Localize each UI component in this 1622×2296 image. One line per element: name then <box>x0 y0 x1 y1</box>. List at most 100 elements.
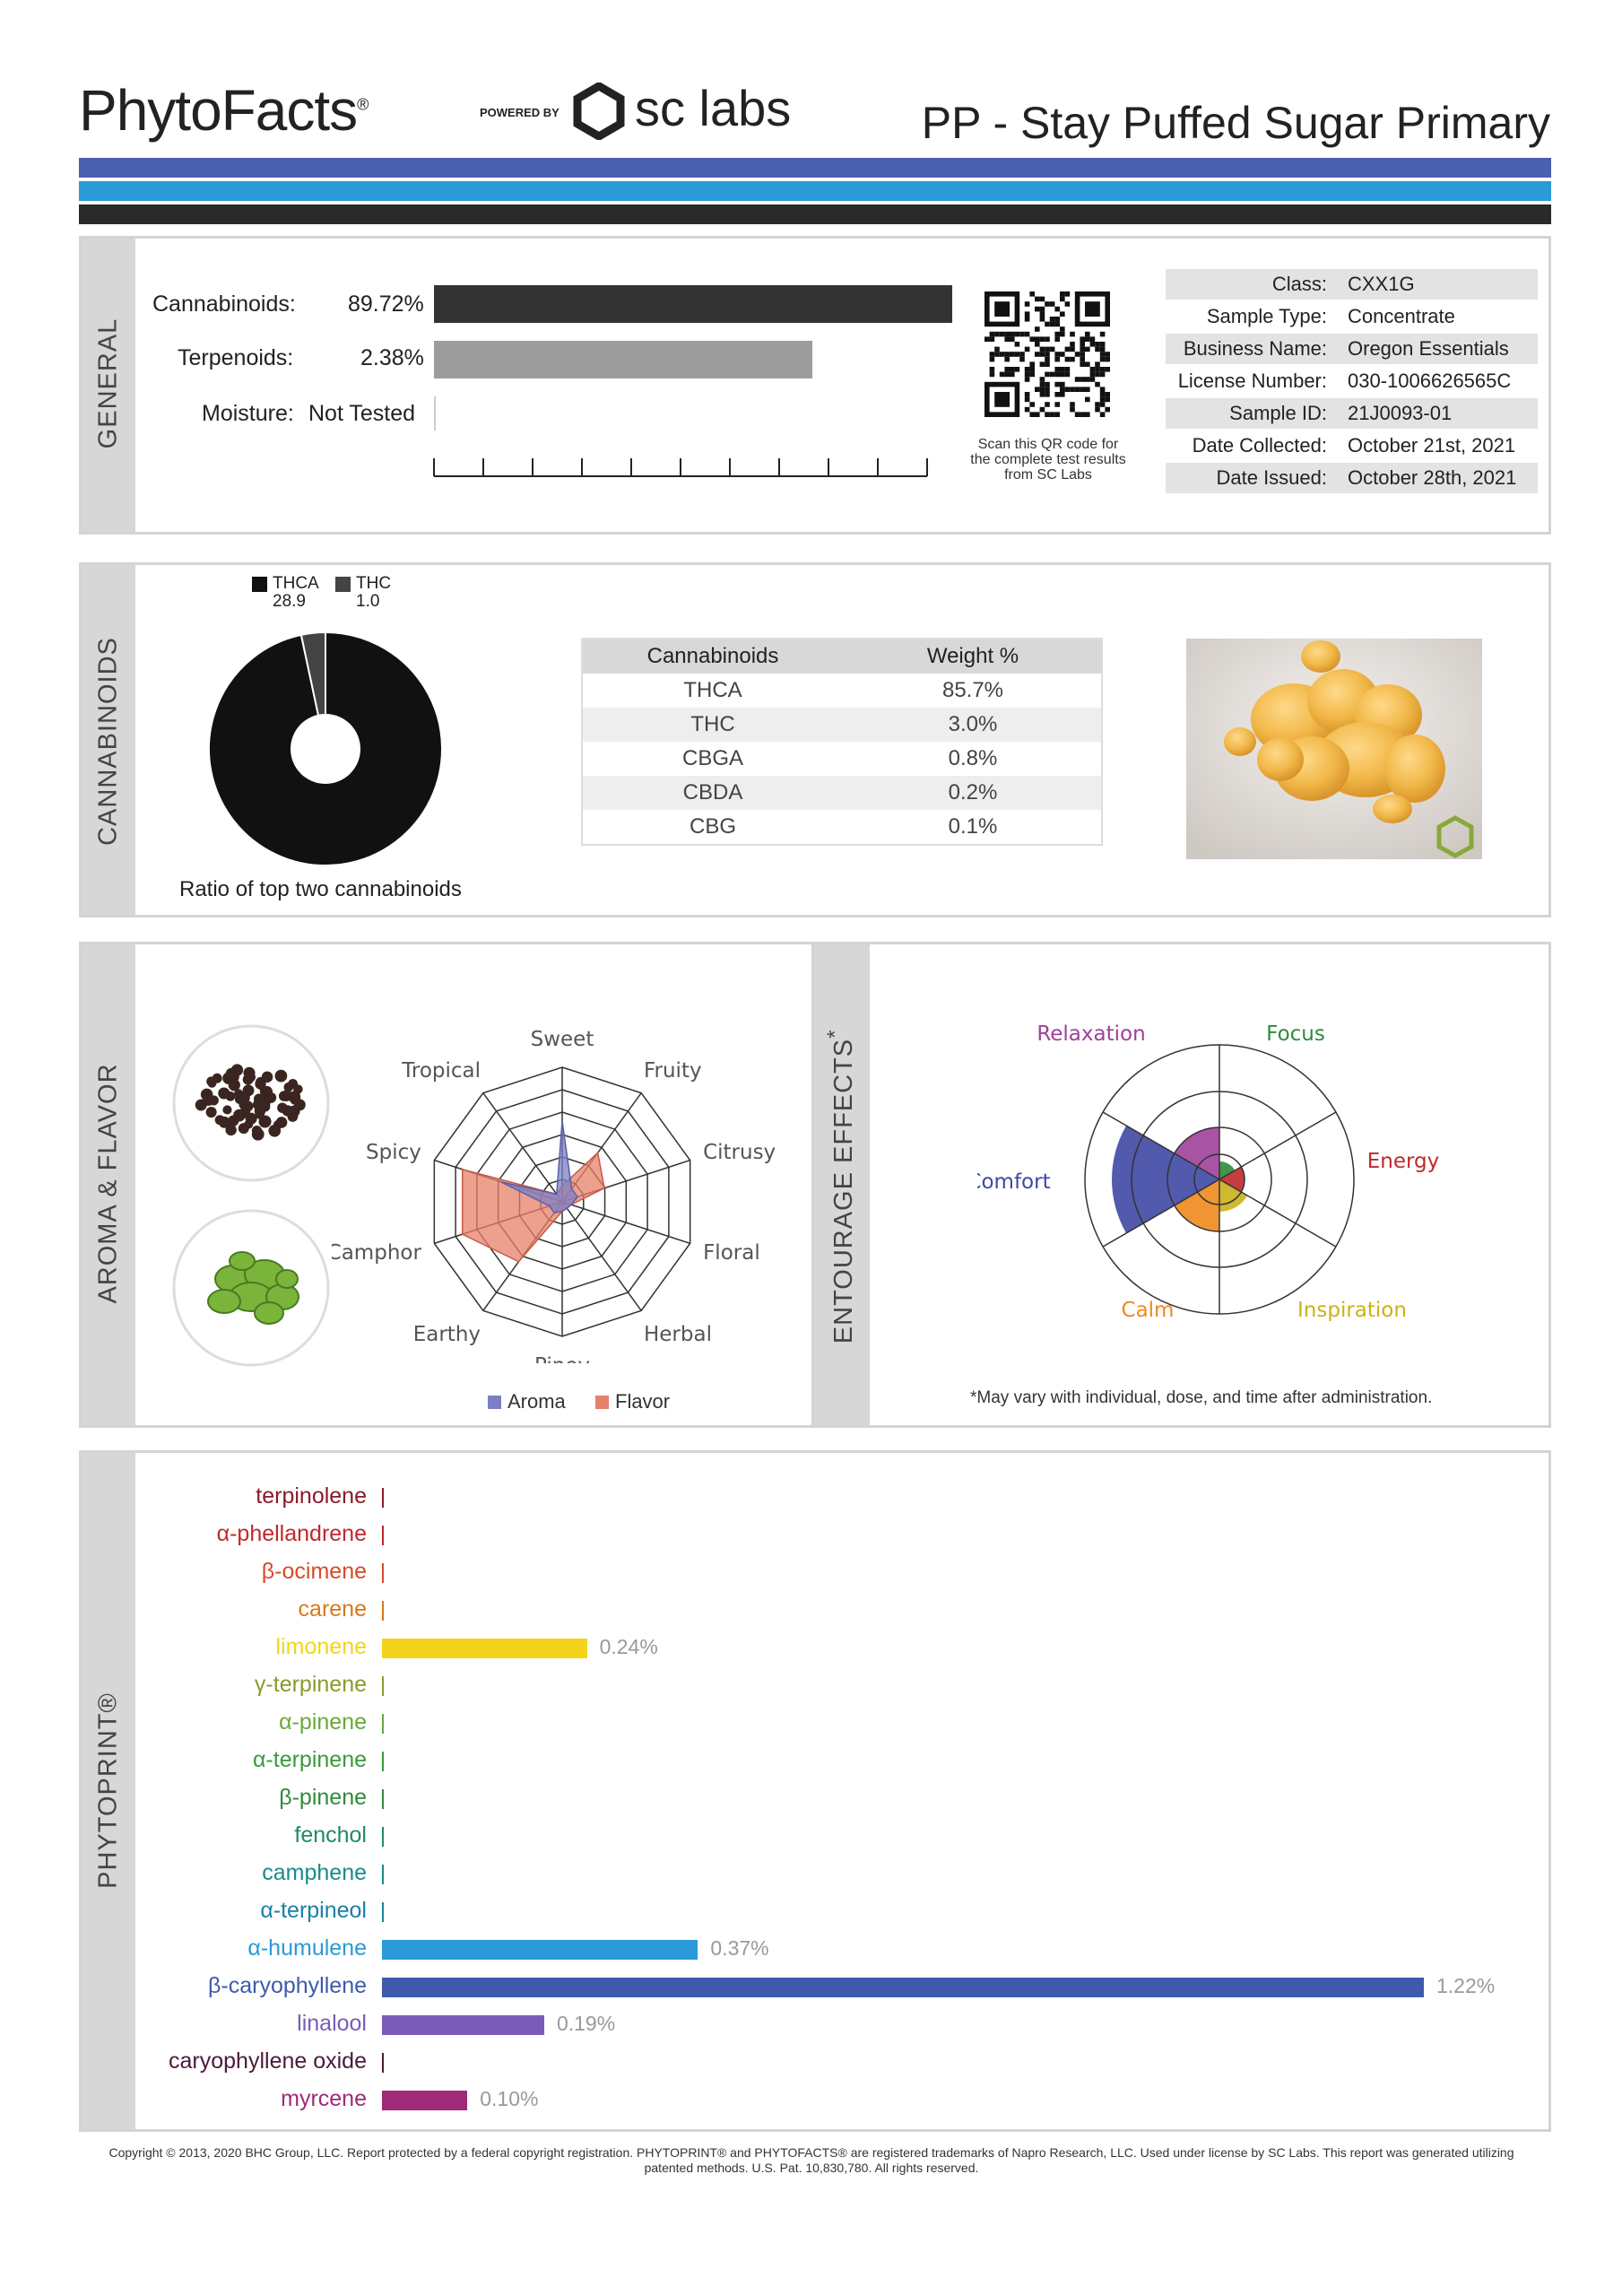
radar-axis-label: Spicy <box>366 1141 421 1164</box>
effects-panel: ENTOURAGE EFFECTS* <box>811 942 1551 1428</box>
radar-axis-label: Earthy <box>413 1323 481 1346</box>
terpene-name: terpinolene <box>256 1483 367 1509</box>
table-cell-name: THC <box>690 712 735 736</box>
terpene-name: γ-terpinene <box>254 1672 367 1697</box>
terpene-name: β-pinene <box>279 1785 367 1810</box>
terpene-bar <box>382 2091 468 2110</box>
radar-axis-label: Citrusy <box>703 1141 776 1164</box>
cannabinoid-table: Cannabinoids Weight % THCA 85.7% THC 3.0% CB… <box>581 638 1103 846</box>
aroma-section-label: AROMA & FLAVOR <box>93 1063 123 1304</box>
terpene-bar <box>382 1902 384 1922</box>
effect-sector-focus <box>1219 1161 1236 1179</box>
legend-flavor-label: Flavor <box>615 1390 671 1413</box>
radar-axis-label: Piney <box>534 1354 590 1363</box>
info-value: October 28th, 2021 <box>1348 466 1517 489</box>
radar-axis-label: Camphor <box>332 1241 421 1265</box>
radar-axis-label: Tropical <box>401 1059 481 1083</box>
terpenoids-label: Terpenoids: <box>178 345 294 370</box>
qr-code-icon[interactable] <box>984 291 1110 417</box>
effect-label-focus: Focus <box>1266 1022 1325 1046</box>
sc-labs-hexagon-icon <box>573 83 625 140</box>
phytoprint-side-tab: PHYTOPRINT® <box>82 1453 135 2129</box>
terpene-name: carene <box>298 1596 367 1622</box>
sample-info-row: Date Collected: October 21st, 2021 <box>1166 430 1538 461</box>
info-key: Sample ID: <box>1229 402 1327 424</box>
terpene-name: α-pinene <box>279 1709 367 1735</box>
header-stripe-dark <box>79 204 1551 224</box>
terpene-value: 0.10% <box>480 2087 539 2110</box>
aroma-flavor-radar-chart: Sweet Fruity Citrusy Floral Herbal Piney Earth… <box>332 1028 776 1363</box>
terpene-bar <box>382 1865 384 1884</box>
table-cell-weight: 3.0% <box>948 712 998 736</box>
legend-thca-name: THCA <box>273 574 319 593</box>
radar-axis-label: Floral <box>703 1241 760 1265</box>
terpene-bar <box>382 1714 384 1734</box>
general-scale-axis <box>433 458 928 477</box>
copyright-notice: Copyright © 2013, 2020 BHC Group, LLC. R… <box>108 2145 1514 2175</box>
sample-info-row: License Number: 030-1006626565C <box>1166 366 1538 396</box>
effect-label-inspiration: Inspiration <box>1297 1299 1407 1322</box>
sample-info-row: Sample ID: 21J0093-01 <box>1166 398 1538 429</box>
terpene-value: 1.22% <box>1436 1974 1496 1997</box>
effects-side-tab: ENTOURAGE EFFECTS* <box>814 944 870 1425</box>
table-cell-weight: 0.2% <box>948 780 998 804</box>
terpene-name: β-ocimene <box>261 1559 367 1584</box>
phytoprint-panel: PHYTOPRINT® <box>79 1450 1551 2132</box>
legend-aroma-swatch <box>488 1396 501 1409</box>
effect-label-energy: Energy <box>1367 1150 1440 1173</box>
table-cell-name: CBG <box>689 814 736 839</box>
header-stripe-cyan <box>79 181 1551 201</box>
sample-info-row: Class: CXX1G <box>1166 269 1538 300</box>
legend-thca-swatch <box>252 577 267 592</box>
sc-labs-logo-text: sc labs <box>635 80 792 136</box>
terpene-bar <box>382 1639 587 1658</box>
table-cell-name: CBGA <box>681 746 743 770</box>
info-value: October 21st, 2021 <box>1348 434 1516 457</box>
terpenoids-value: 2.38% <box>360 345 424 370</box>
terpene-name: β-caryophyllene <box>208 1973 367 1998</box>
brand-logo: PhytoFacts® <box>79 78 369 143</box>
general-side-tab: GENERAL <box>82 239 135 532</box>
powered-by-label: POWERED BY <box>480 106 559 119</box>
info-key: Sample Type: <box>1206 305 1327 327</box>
terpene-value: 0.37% <box>710 1936 769 1960</box>
terpene-name: α-humulene <box>247 1935 367 1961</box>
general-section-label: GENERAL <box>93 317 123 449</box>
ratio-caption: Ratio of top two cannabinoids <box>179 877 462 901</box>
terpene-name: limonene <box>275 1634 367 1659</box>
terpene-bar <box>382 1563 384 1583</box>
sample-photo <box>1186 639 1482 859</box>
legend-thc-value: 1.0 <box>356 592 380 611</box>
sample-info-row: Business Name: Oregon Essentials <box>1166 334 1538 364</box>
legend-thca-value: 28.9 <box>273 592 306 611</box>
hops-image <box>172 1209 330 1367</box>
terpene-bar <box>382 1978 1424 1997</box>
table-header-cannabinoids: Cannabinoids <box>646 644 779 668</box>
sample-info-row: Date Issued: October 28th, 2021 <box>1166 463 1538 493</box>
phytoprint-section-label: PHYTOPRINT® <box>93 1692 123 1889</box>
product-title: PP - Stay Puffed Sugar Primary <box>921 98 1550 148</box>
terpene-bar <box>382 2053 384 2073</box>
radar-aroma-area <box>500 1120 579 1213</box>
info-key: Date Issued: <box>1216 466 1327 489</box>
info-value: Concentrate <box>1348 305 1455 327</box>
terpene-bar <box>382 1488 384 1508</box>
table-cell-weight: 0.8% <box>948 746 998 770</box>
radar-axis-label: Herbal <box>644 1323 712 1346</box>
terpene-value: 0.19% <box>556 2012 616 2035</box>
terpene-name: myrcene <box>281 2086 367 2111</box>
terpene-bar <box>382 1940 698 1960</box>
radar-axis-label: Fruity <box>644 1059 702 1083</box>
moisture-label: Moisture: <box>202 401 294 426</box>
info-key: Date Collected: <box>1192 434 1327 457</box>
terpene-name: α-terpineol <box>260 1898 367 1923</box>
info-value: CXX1G <box>1348 273 1415 295</box>
effects-footnote: *May vary with individual, dose, and tim… <box>970 1388 1433 1407</box>
sample-info-row: Sample Type: Concentrate <box>1166 301 1538 332</box>
table-header-row: Cannabinoids Weight % <box>583 639 1101 674</box>
cannabinoids-section-label: CANNABINOIDS <box>93 637 123 846</box>
radar-axis-label: Sweet <box>531 1028 594 1051</box>
terpene-name: fenchol <box>294 1822 367 1848</box>
info-value: 21J0093-01 <box>1348 402 1453 424</box>
terpene-name: linalool <box>297 2011 367 2036</box>
